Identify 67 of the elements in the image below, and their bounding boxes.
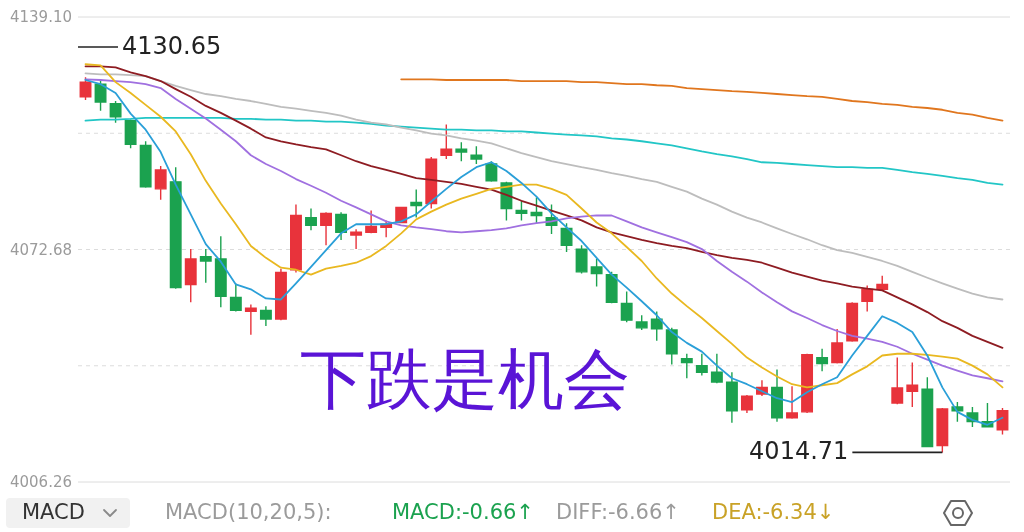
- candlestick: [575, 244, 588, 275]
- candlestick: [786, 385, 798, 420]
- candlestick: [650, 310, 663, 342]
- candlestick: [169, 166, 182, 290]
- candlestick: [455, 141, 468, 162]
- annotation: 4014.71: [749, 437, 849, 466]
- text: MACD: [22, 500, 85, 524]
- candlestick: [680, 353, 693, 379]
- candlestick: [605, 271, 618, 305]
- candlestick: [620, 290, 633, 323]
- candlestick: [740, 394, 753, 414]
- candlestick: [590, 258, 603, 288]
- candlestick: [861, 284, 874, 313]
- candlestick: [485, 160, 498, 183]
- candlestick: [801, 353, 814, 414]
- candlestick: [470, 145, 483, 165]
- candlestick: [410, 188, 423, 219]
- text: DIFF:-6.66↑: [556, 500, 680, 524]
- candlestick: [530, 196, 543, 224]
- line-series: [84, 72, 1004, 301]
- candlestick: [320, 211, 332, 246]
- candlestick: [274, 267, 287, 321]
- candlestick: [921, 376, 934, 448]
- candlestick: [710, 353, 723, 384]
- candlestick: [244, 303, 257, 336]
- line-series: [84, 116, 1004, 186]
- candlestick: [936, 407, 949, 454]
- y-tick-label: 4006.26: [9, 472, 72, 491]
- candlestick: [725, 371, 738, 424]
- candlestick: [515, 200, 528, 222]
- text: MACD(10,20,5):: [165, 500, 332, 524]
- candlestick: [290, 203, 302, 274]
- candlestick: [635, 314, 648, 331]
- candlestick: [906, 361, 919, 408]
- candlestick: [365, 209, 378, 235]
- candlestick: [560, 222, 573, 253]
- candlestick: [199, 248, 212, 284]
- candlestick: [305, 207, 317, 231]
- candlestick: [259, 305, 272, 327]
- annotation: 4130.65: [122, 32, 222, 60]
- candlestick: [214, 235, 227, 308]
- candlestick: [335, 211, 348, 241]
- text: DEA:-6.34↓: [712, 500, 835, 524]
- candlestick: [695, 353, 708, 377]
- candlestick: [184, 248, 197, 303]
- text: MACD:-0.66↑: [392, 500, 534, 524]
- candlestick: [816, 348, 829, 372]
- annotation: 下跌是机会: [300, 341, 630, 418]
- candlestick: [229, 282, 242, 313]
- candlestick: [425, 156, 438, 210]
- candlestick: [139, 140, 152, 189]
- y-tick-label: 4139.10: [9, 7, 72, 26]
- candlestick: [154, 165, 167, 201]
- candlestick: [79, 76, 92, 101]
- y-tick-label: 4072.68: [9, 240, 72, 258]
- candlestick: [94, 78, 107, 112]
- candlestick: [665, 327, 678, 366]
- candlestick: [831, 328, 844, 365]
- candlestick: [350, 228, 363, 250]
- candlestick: [771, 368, 783, 423]
- candlestick: [891, 356, 904, 405]
- candlestick: [124, 118, 137, 149]
- candlestick: [846, 301, 859, 343]
- candlestick: [876, 274, 889, 292]
- candlestick: [109, 100, 122, 124]
- candlestick: [440, 123, 453, 160]
- line-series: [400, 78, 1004, 122]
